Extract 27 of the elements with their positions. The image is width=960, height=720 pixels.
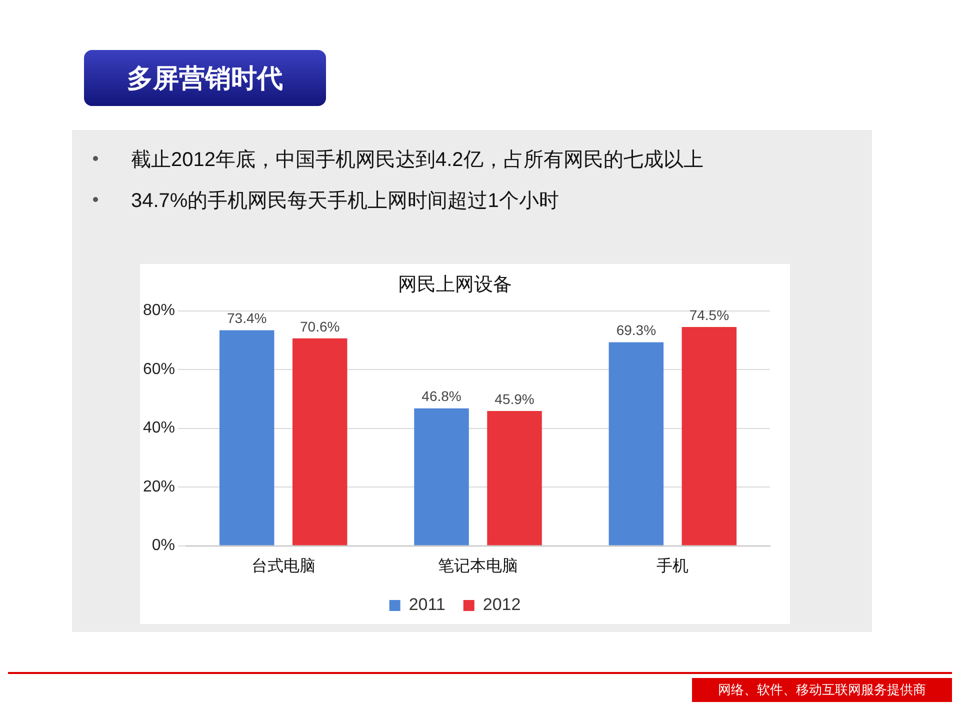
text: 34.7%的手机网民每天手机上网时间超过1个小时 xyxy=(131,189,559,214)
legend-label: 2012 xyxy=(482,595,521,614)
y-tick-label: 0% xyxy=(152,537,176,554)
data-label: 69.3% xyxy=(616,322,656,338)
x-tick-label: 笔记本电脑 xyxy=(438,556,518,575)
bar xyxy=(219,330,274,546)
bar xyxy=(608,342,664,546)
y-tick-label: 40% xyxy=(142,420,176,437)
y-tick-label: 60% xyxy=(142,360,176,378)
bar xyxy=(414,408,469,546)
y-tick-label: 20% xyxy=(142,478,176,496)
bar xyxy=(292,338,348,546)
chart-title: 网民上网设备 xyxy=(398,274,512,296)
bar xyxy=(487,410,542,546)
data-label: 70.6% xyxy=(300,318,340,334)
data-label: 45.9% xyxy=(494,390,534,407)
text: 多屏营销时代 xyxy=(84,50,326,106)
text: 网络、软件、移动互联网服务提供商 xyxy=(692,678,952,702)
x-tick-label: 台式电脑 xyxy=(251,556,316,575)
x-tick-label: 手机 xyxy=(656,556,689,575)
data-label: 46.8% xyxy=(422,388,462,404)
text: 截止2012年底，中国手机网民达到4.2亿，占所有网民的七成以上 xyxy=(131,148,704,173)
bar xyxy=(682,326,737,546)
data-label: 74.5% xyxy=(689,306,730,323)
data-label: 73.4% xyxy=(227,310,267,326)
legend-label: 2011 xyxy=(408,595,446,614)
y-tick-label: 80% xyxy=(142,302,176,320)
